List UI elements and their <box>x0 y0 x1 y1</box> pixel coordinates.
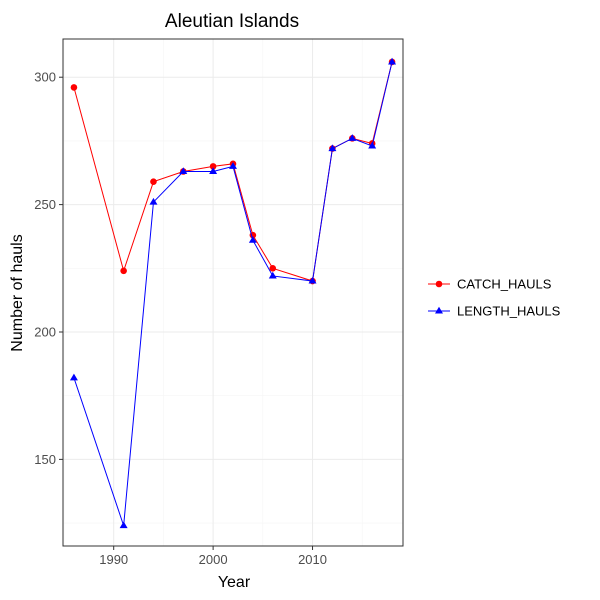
y-tick-label: 200 <box>34 324 56 339</box>
series-line <box>73 61 393 526</box>
data-point <box>388 57 397 65</box>
data-point <box>209 163 217 170</box>
legend-item: LENGTH_HAULS <box>428 304 561 319</box>
series-line <box>73 61 393 282</box>
data-point <box>150 178 157 185</box>
data-point <box>269 264 277 272</box>
data-point <box>120 267 127 275</box>
legend: CATCH_HAULS LENGTH_HAULS <box>428 277 561 319</box>
data-point <box>308 276 317 284</box>
x-axis-title: Year <box>218 574 251 591</box>
legend-label: CATCH_HAULS <box>457 277 552 292</box>
legend-marker <box>435 280 443 288</box>
y-tick-label: 300 <box>34 70 56 85</box>
data-point <box>209 167 218 175</box>
legend-item: CATCH_HAULS <box>428 277 552 292</box>
legend-label: LENGTH_HAULS <box>457 304 561 319</box>
y-tick-label: 250 <box>34 197 56 212</box>
y-axis-title: Number of hauls <box>9 234 26 351</box>
data-point <box>70 84 78 91</box>
data-point <box>229 162 237 169</box>
data-point <box>149 197 158 205</box>
data-point <box>348 134 357 141</box>
legend-marker <box>435 306 443 314</box>
x-tick-label: 2010 <box>298 552 327 567</box>
data-point <box>268 271 277 279</box>
series-length-hauls <box>69 57 397 529</box>
x-tick-label: 2000 <box>199 552 228 567</box>
data-point <box>328 144 337 152</box>
grid <box>63 39 403 546</box>
chart-title: Aleutian Islands <box>165 11 299 32</box>
data-point <box>368 141 377 149</box>
data-point <box>179 167 188 175</box>
data-point <box>69 373 78 381</box>
x-tick-label: 1990 <box>99 552 128 567</box>
axes: 1990 2000 2010 150 200 250 300 <box>34 70 327 567</box>
y-tick-label: 150 <box>34 452 56 467</box>
data-point <box>248 236 257 243</box>
data-point <box>119 521 128 529</box>
series-layer <box>69 57 397 529</box>
series-catch-hauls <box>70 58 396 285</box>
plot-panel-border <box>62 38 404 547</box>
